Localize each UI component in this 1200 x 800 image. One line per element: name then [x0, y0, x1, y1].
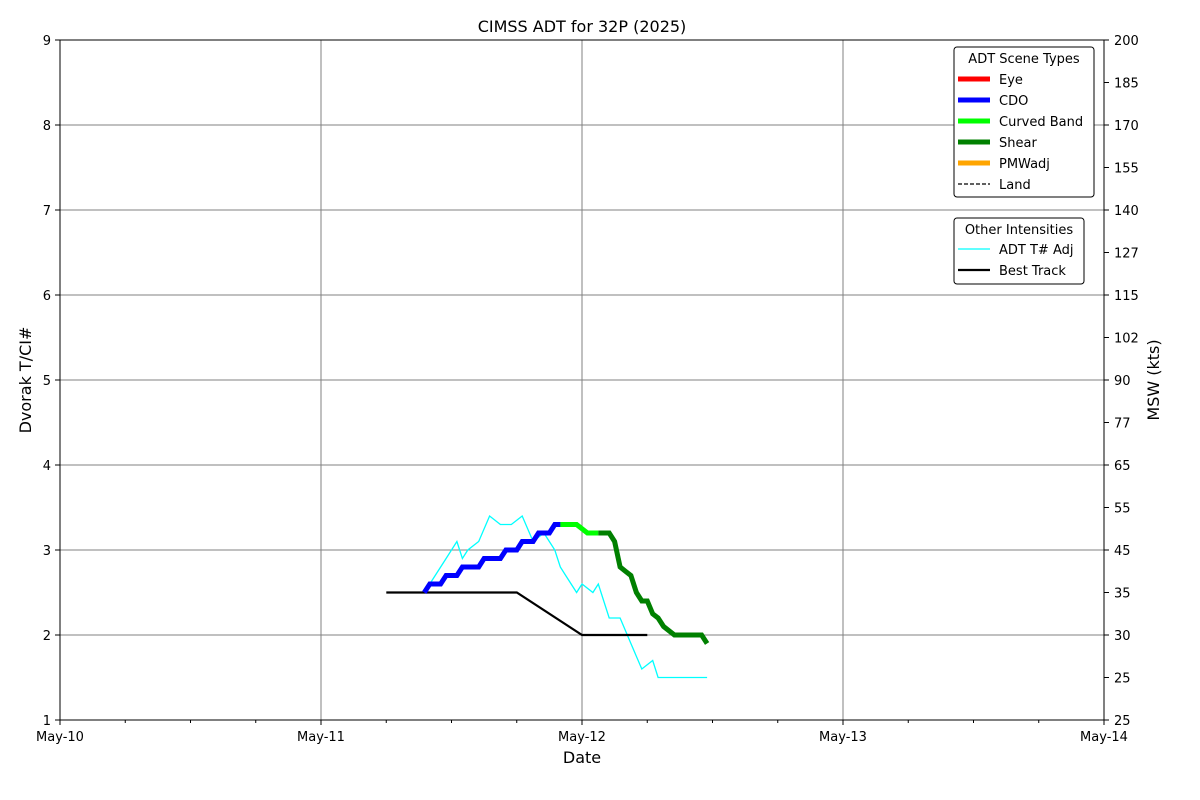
y2-tick-label: 200 — [1114, 34, 1139, 49]
legend-scene-label-cdo: CDO — [999, 94, 1028, 109]
x-axis-ticks: May-10 May-11 May-12 May-13 May-14 — [36, 720, 1128, 745]
y2-tick-label: 90 — [1114, 374, 1131, 389]
y2-axis-title: MSW (kts) — [1144, 339, 1163, 420]
legend-scene-label-eye: Eye — [999, 73, 1023, 88]
y2-axis-ticks: 25 25 30 35 45 55 65 77 90 102 115 127 140 155 170 185 2… — [1104, 34, 1139, 729]
x-tick-label: May-13 — [819, 730, 867, 745]
series-line-curved-band — [560, 522, 599, 536]
series-line-cdo — [422, 522, 572, 594]
x-tick-label: May-14 — [1080, 730, 1128, 745]
series-line-best-track — [386, 591, 648, 637]
x-tick-label: May-11 — [297, 730, 345, 745]
legend-other-box — [953, 217, 1085, 285]
y2-tick-label: 127 — [1114, 247, 1139, 262]
legend-other-label-adt-t-adj: ADT T# Adj — [999, 243, 1073, 258]
y-tick-label: 8 — [43, 119, 51, 134]
y2-tick-label: 45 — [1114, 544, 1131, 559]
series-line-adt-t-adj — [423, 514, 708, 679]
grid-lines — [60, 40, 1104, 720]
y-axis-ticks: 1 2 3 4 5 6 7 8 9 — [43, 34, 60, 729]
y-tick-label: 2 — [43, 629, 51, 644]
y-tick-label: 9 — [43, 34, 51, 49]
y2-tick-label: 25 — [1114, 714, 1131, 729]
y-axis-title: Dvorak T/CI# — [16, 327, 35, 434]
x-tick-label: May-10 — [36, 730, 84, 745]
legend-scene-box — [953, 46, 1095, 198]
legend-scene-label-pmwadj: PMWadj — [999, 157, 1050, 172]
series-layer — [386, 514, 710, 679]
y2-tick-label: 115 — [1114, 289, 1139, 304]
series-line-shear — [598, 530, 710, 645]
y2-tick-label: 65 — [1114, 459, 1131, 474]
legend-scene-label-curved-band: Curved Band — [999, 115, 1083, 130]
y-tick-label: 6 — [43, 289, 51, 304]
y-tick-label: 5 — [43, 374, 51, 389]
legend-other-intensities: Other Intensities ADT T# Adj Best Track — [953, 217, 1085, 285]
x-axis-title: Date — [563, 748, 601, 767]
legend-scene-label-land: Land — [999, 178, 1031, 193]
legend-other-title: Other Intensities — [965, 223, 1074, 238]
y2-tick-label: 185 — [1114, 77, 1139, 92]
x-tick-label: May-12 — [558, 730, 606, 745]
legend-other-items: ADT T# Adj Best Track — [958, 243, 1073, 279]
y2-tick-label: 77 — [1114, 417, 1131, 432]
legend-scene-items: Eye CDO Curved Band Shear PMWadj Land — [958, 73, 1083, 193]
y-tick-label: 4 — [43, 459, 51, 474]
legend-scene-label-shear: Shear — [999, 136, 1037, 151]
y2-tick-label: 55 — [1114, 502, 1131, 517]
y2-tick-label: 25 — [1114, 672, 1131, 687]
y2-tick-label: 35 — [1114, 587, 1131, 602]
y2-tick-label: 102 — [1114, 332, 1139, 347]
chart-title: CIMSS ADT for 32P (2025) — [478, 17, 687, 36]
y2-tick-label: 140 — [1114, 204, 1139, 219]
y-tick-label: 3 — [43, 544, 51, 559]
y2-tick-label: 30 — [1114, 629, 1131, 644]
y-tick-label: 1 — [43, 714, 51, 729]
y-tick-label: 7 — [43, 204, 51, 219]
legend-scene-title: ADT Scene Types — [968, 52, 1080, 67]
legend-other-label-best-track: Best Track — [999, 264, 1066, 279]
y2-tick-label: 155 — [1114, 162, 1139, 177]
legend-scene-types: ADT Scene Types Eye CDO Curved Band Shear PM… — [953, 46, 1095, 198]
y2-tick-label: 170 — [1114, 119, 1139, 134]
